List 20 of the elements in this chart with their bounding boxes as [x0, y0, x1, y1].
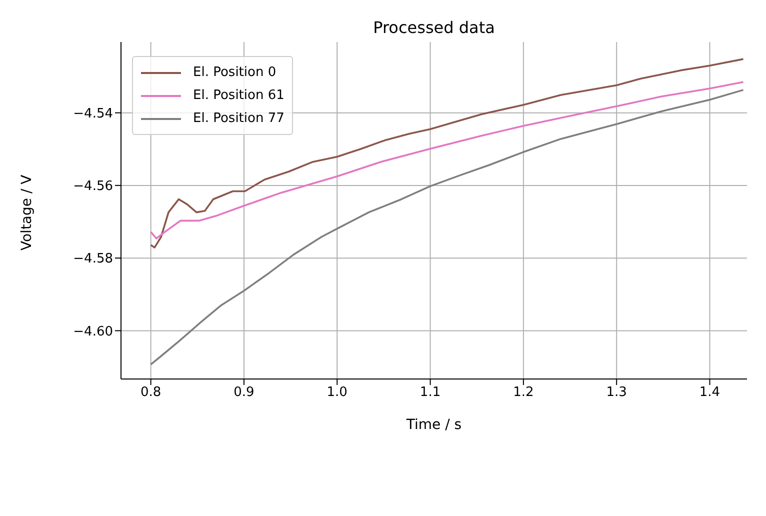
line-series: [150, 58, 744, 248]
x-axis-title: Time / s: [405, 417, 462, 433]
y-tick-label: −4.54: [73, 106, 113, 122]
y-tick-label: −4.60: [73, 324, 113, 340]
x-tick-label: 1.1: [420, 385, 441, 400]
x-tick-label: 1.3: [606, 385, 627, 400]
x-tick-label: 1.2: [513, 385, 534, 400]
y-tick-label: −4.56: [73, 179, 113, 194]
x-tick-label: 0.9: [234, 385, 254, 400]
x-tick-label: 1.4: [699, 385, 720, 400]
line-series: [150, 81, 744, 240]
legend-label: El. Position 0: [193, 65, 276, 80]
y-axis-title: Voltage / V: [18, 174, 35, 250]
chart-title: Processed data: [372, 18, 496, 37]
x-tick-label: 1.0: [326, 385, 348, 400]
y-tick-label: −4.58: [73, 252, 113, 267]
line-series: [150, 89, 744, 366]
legend-label: El. Position 61: [193, 88, 284, 103]
legend-label: El. Position 77: [193, 111, 284, 126]
x-tick-label: 0.8: [140, 385, 162, 400]
